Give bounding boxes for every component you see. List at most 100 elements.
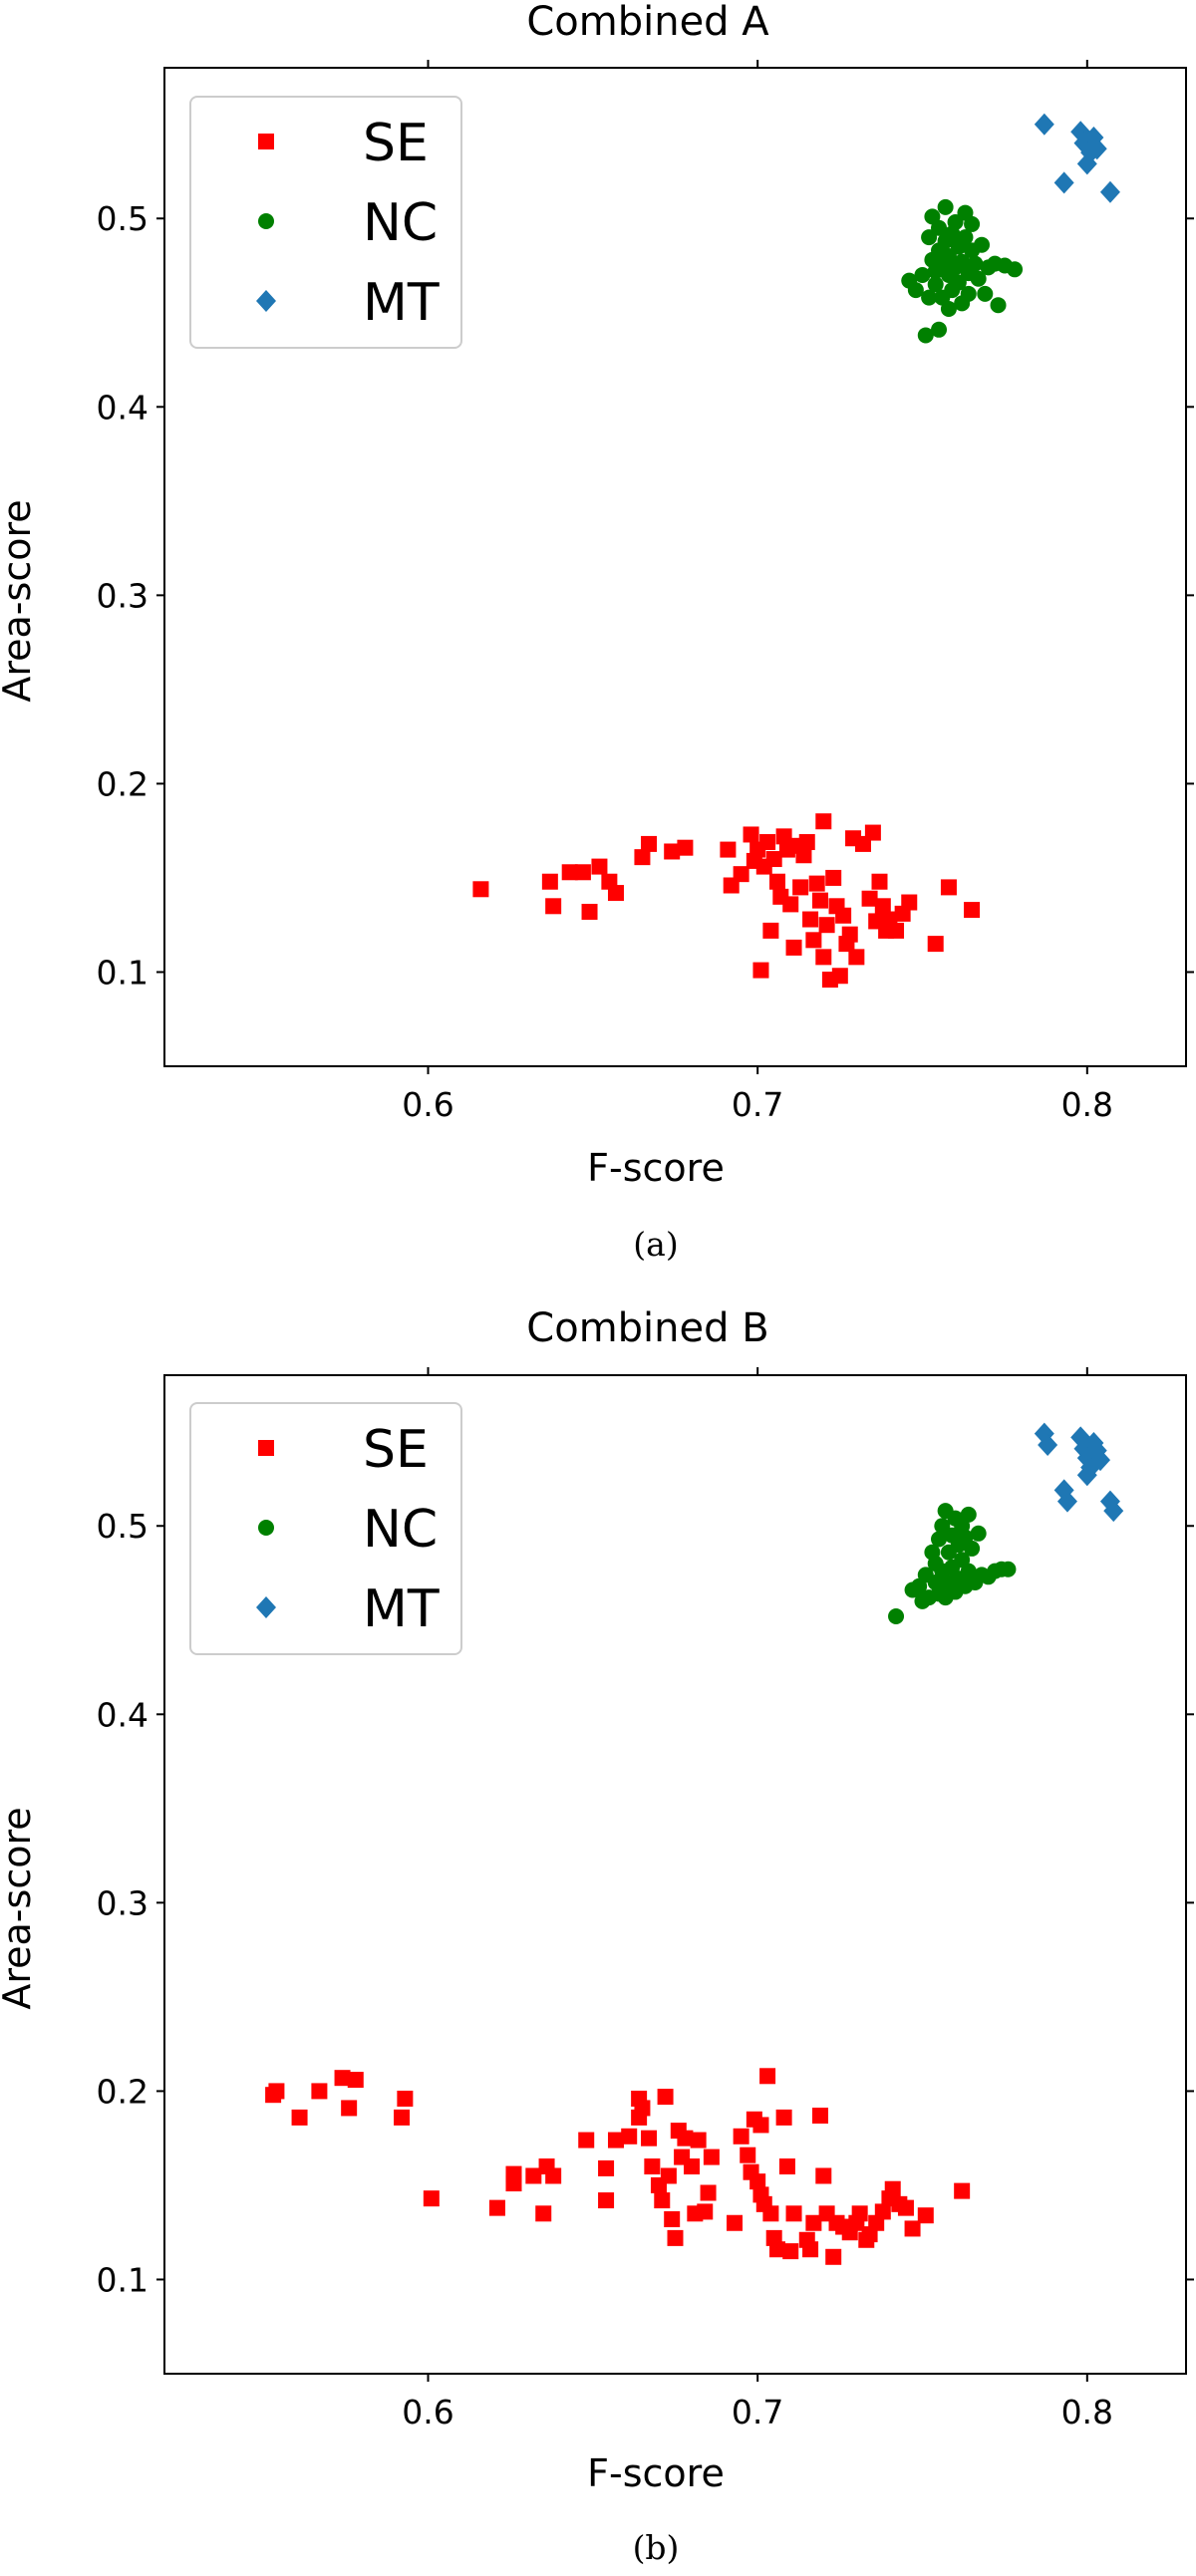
data-point-nc: [970, 270, 987, 287]
data-point-se: [690, 2132, 707, 2148]
data-point-se: [334, 2070, 351, 2087]
data-point-nc: [967, 255, 984, 272]
data-point-se: [785, 2205, 802, 2222]
y-axis-label: Area-score: [0, 1807, 39, 2009]
chart-title: Combined B: [526, 1305, 768, 1351]
data-point-se: [752, 2117, 769, 2134]
x-tick-label: 0.6: [402, 1085, 453, 1124]
data-point-nc: [957, 229, 974, 246]
x-axis-label: F-score: [587, 1146, 725, 1190]
legend-label-mt: MT: [363, 1579, 440, 1639]
data-point-se: [341, 2100, 358, 2117]
data-point-se: [775, 828, 792, 845]
data-point-se: [740, 2147, 756, 2163]
data-point-nc: [934, 1518, 951, 1535]
data-point-nc: [974, 236, 990, 253]
data-point-se: [347, 2072, 364, 2089]
y-tick-label: 0.3: [97, 576, 149, 615]
data-point-se: [664, 843, 681, 860]
data-point-se: [762, 922, 779, 939]
data-point-se: [808, 875, 825, 892]
data-point-se: [291, 2109, 308, 2126]
data-point-mt: [1099, 180, 1120, 203]
data-point-se: [927, 936, 944, 953]
figure-caption: (a): [633, 1225, 678, 1264]
y-tick-label: 0.2: [97, 764, 149, 803]
data-point-se: [677, 2130, 694, 2147]
data-point-se: [598, 2159, 615, 2176]
x-tick-label: 0.6: [402, 2393, 453, 2432]
data-point-se: [423, 2190, 440, 2207]
chart-title: Combined A: [526, 0, 769, 45]
x-tick-label: 0.7: [732, 2393, 783, 2432]
data-point-se: [743, 826, 759, 843]
data-point-se: [733, 2128, 749, 2145]
data-point-se: [727, 2214, 744, 2231]
data-point-se: [871, 873, 888, 890]
data-point-se: [841, 926, 858, 943]
data-point-se: [525, 2167, 542, 2184]
data-point-nc: [1007, 261, 1024, 278]
data-point-se: [505, 2175, 522, 2192]
data-point-se: [667, 2229, 684, 2246]
data-point-se: [940, 879, 957, 896]
data-point-se: [311, 2083, 328, 2100]
data-point-se: [634, 849, 651, 866]
data-point-mt: [1056, 1490, 1077, 1513]
data-point-se: [769, 873, 785, 890]
plot-frame: [163, 67, 1187, 1067]
data-point-se: [677, 839, 694, 856]
x-axis-label: F-score: [587, 2451, 725, 2495]
data-point-nc: [1000, 1561, 1017, 1577]
plot-area: 0.6 0.7 0.8 0.1 0.2 0.3 0.4 0.5: [97, 1367, 1194, 2432]
legend-label-mt: MT: [363, 273, 440, 333]
data-point-se: [815, 2167, 832, 2184]
data-point-se: [700, 2184, 717, 2201]
data-point-se: [394, 2109, 411, 2126]
data-point-se: [792, 879, 809, 896]
data-point-se: [818, 917, 835, 934]
y-tick-label: 0.4: [97, 1695, 149, 1734]
panel-a: Combined A 0.6 0.7 0.8 0.1 0.2 0.3 0.4 0.5 F-sc…: [0, 0, 1194, 1264]
data-point-mt: [1053, 171, 1074, 194]
data-point-nc: [947, 214, 964, 231]
data-point-se: [621, 2128, 638, 2145]
y-tick-label: 0.3: [97, 1883, 149, 1922]
data-point-se: [782, 2243, 799, 2260]
data-point-se: [805, 2214, 822, 2231]
data-point-se: [535, 2205, 552, 2222]
data-point-se: [657, 2089, 674, 2106]
data-point-se: [848, 949, 865, 966]
series-mt: [1034, 113, 1120, 203]
data-point-nc: [931, 1531, 948, 1548]
series-se: [472, 813, 981, 989]
data-point-se: [749, 2173, 766, 2190]
data-point-se: [964, 902, 981, 919]
data-point-mt: [1090, 1449, 1111, 1472]
figure-caption: (b): [633, 2528, 680, 2567]
data-point-mt: [1038, 1433, 1058, 1456]
data-point-se: [598, 2192, 615, 2209]
data-point-nc: [950, 274, 967, 291]
y-tick-label: 0.5: [97, 199, 149, 238]
data-point-se: [759, 2068, 776, 2085]
data-point-nc: [970, 1525, 987, 1542]
legend-box: [189, 1402, 462, 1655]
data-point-se: [397, 2090, 414, 2107]
data-point-se: [901, 894, 918, 911]
data-point-se: [795, 847, 812, 864]
legend-marker-se: [258, 1440, 274, 1456]
data-point-se: [825, 2248, 842, 2265]
data-point-nc: [960, 1506, 977, 1523]
data-point-se: [660, 2167, 677, 2184]
data-point-se: [775, 2109, 792, 2126]
data-point-nc: [917, 327, 934, 344]
data-point-se: [815, 813, 832, 830]
data-point-nc: [907, 282, 924, 299]
legend-marker-nc: [258, 213, 274, 229]
legend-label-nc: NC: [363, 193, 438, 253]
y-axis-label: Area-score: [0, 499, 39, 702]
series-nc: [901, 198, 1024, 344]
x-tick-label: 0.8: [1061, 2393, 1113, 2432]
data-point-nc: [964, 1540, 981, 1557]
